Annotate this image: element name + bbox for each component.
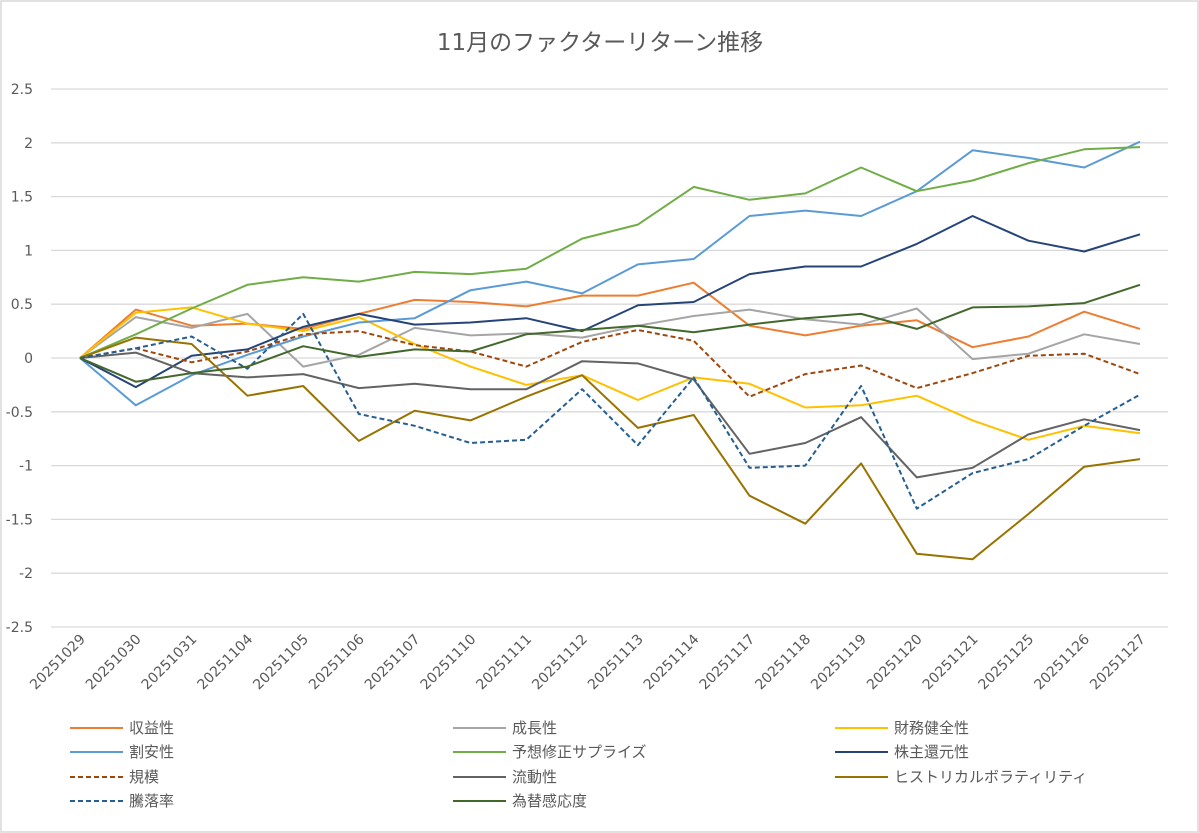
legend-label: ヒストリカルボラティリティ <box>894 768 1087 786</box>
legend-label: 流動性 <box>512 768 557 786</box>
y-tick-label: -1.5 <box>6 512 33 528</box>
legend-label: 規模 <box>129 768 159 786</box>
y-tick-label: 0 <box>24 351 33 367</box>
y-tick-label: -1 <box>19 459 33 475</box>
legend-label: 株主還元性 <box>894 743 969 761</box>
legend-label: 割安性 <box>129 743 174 761</box>
y-tick-label: 2 <box>24 136 33 152</box>
legend-label: 為替感応度 <box>512 792 587 810</box>
series-line <box>79 307 1141 368</box>
legend-label: 予想修正サプライズ <box>512 743 647 761</box>
y-tick-label: -0.5 <box>6 405 33 421</box>
y-tick-label: 1 <box>24 243 33 259</box>
series-line <box>79 140 1141 407</box>
y-tick-label: 0.5 <box>11 297 33 313</box>
y-tick-label: 1.5 <box>11 190 33 206</box>
y-axis: 2.5 2 1.5 1 0.5 0 -0.5 -1 -1.5 -2 -2.5 <box>6 82 33 636</box>
chart-title: 11月のファクターリターン推移 <box>437 30 763 56</box>
series-line <box>79 336 1141 561</box>
series-line <box>79 146 1141 359</box>
y-tick-label: -2 <box>19 566 33 582</box>
legend-label: 成長性 <box>512 719 557 737</box>
series-line <box>79 306 1141 441</box>
legend-label: 収益性 <box>129 719 174 737</box>
series-line <box>79 215 1141 389</box>
y-tick-label: 2.5 <box>11 82 33 98</box>
legend-label: 財務健全性 <box>894 719 969 737</box>
series-line <box>79 351 1141 479</box>
y-tick-label: -2.5 <box>6 620 33 636</box>
series-line <box>79 312 1141 510</box>
legend-label: 騰落率 <box>129 792 174 810</box>
series-lines <box>79 140 1141 561</box>
series-line <box>79 329 1141 398</box>
series-line <box>79 283 1141 383</box>
